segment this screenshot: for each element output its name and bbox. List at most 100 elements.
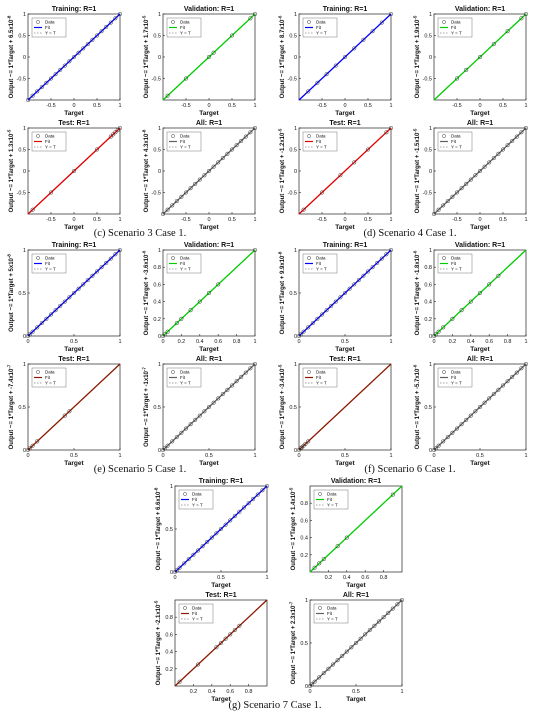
data-point xyxy=(390,606,395,611)
x-tick-label: 0.5 xyxy=(93,103,101,109)
data-point xyxy=(301,207,306,212)
legend-box xyxy=(31,253,67,274)
x-tick-label: 1 xyxy=(389,217,392,223)
y-axis-label: Output ~= 1*Target + -1.8x10-6 xyxy=(413,250,422,335)
x-tick-label: 0.8 xyxy=(233,339,241,345)
x-tick-label: 0 xyxy=(343,217,346,223)
legend-ident-label: Y = T xyxy=(192,503,203,508)
data-point xyxy=(335,658,340,663)
x-axis-label: Target xyxy=(335,346,355,353)
chart-panel-e-training: 0 0.5 1 0 0.5 1 Training: R=1 Target Output ~= 1… xyxy=(7,242,123,353)
legend-data-label: Data xyxy=(451,256,461,261)
y-tick-label: -0.5 xyxy=(288,77,297,83)
x-axis-label: Target xyxy=(199,224,219,231)
data-point xyxy=(174,321,179,326)
legend-data-label: Data xyxy=(180,256,190,261)
x-tick-label: 0 xyxy=(173,575,176,581)
x-tick-label: 0.5 xyxy=(364,217,372,223)
data-point xyxy=(234,379,239,384)
data-point xyxy=(27,332,32,337)
x-axis-label: Target xyxy=(64,460,84,467)
data-point xyxy=(243,370,248,375)
chart-panel-f-training: 0 0.5 1 0 0.5 1 Training: R=1 Target Output ~= 1… xyxy=(278,242,394,353)
data-point xyxy=(81,46,86,51)
chart-panel-g-training: 0 0.5 1 0 0.5 1 Training: R=1 Target Output ~= 1… xyxy=(154,478,270,589)
data-point xyxy=(312,565,317,570)
x-tick-label: 0 xyxy=(432,453,435,459)
data-point xyxy=(340,653,345,658)
legend-data-label: Data xyxy=(45,134,55,139)
y-tick-label: 1 xyxy=(23,12,26,18)
y-tick-label: 0.8 xyxy=(300,501,308,507)
data-point xyxy=(477,168,483,174)
data-point xyxy=(356,278,361,283)
data-point xyxy=(191,552,196,557)
y-tick-label: 0.5 xyxy=(18,34,26,40)
fit-line xyxy=(27,363,121,451)
legend-data-marker xyxy=(171,256,175,260)
y-tick-label: 0.5 xyxy=(153,405,161,411)
data-point xyxy=(174,568,179,573)
chart-title: Validation: R=1 xyxy=(455,6,505,13)
data-point xyxy=(165,329,170,334)
data-point xyxy=(202,173,207,178)
data-point xyxy=(229,33,235,38)
data-point xyxy=(186,557,191,562)
data-point xyxy=(67,295,72,300)
chart-title: Test: R=1 xyxy=(58,356,89,363)
data-point xyxy=(510,374,515,379)
y-tick-label: 0.4 xyxy=(153,300,161,306)
data-point xyxy=(335,544,340,549)
x-tick-label: 0 xyxy=(161,453,164,459)
fit-line xyxy=(433,363,527,451)
y-axis-label: Output ~= 1*Target + 6.5x10-8 xyxy=(7,15,16,98)
data-point xyxy=(523,361,529,367)
data-point xyxy=(306,439,311,444)
legend-ident-label: Y = T xyxy=(180,381,191,386)
data-point xyxy=(202,409,207,414)
data-point xyxy=(473,173,478,178)
legend-data-marker xyxy=(183,606,187,610)
data-point xyxy=(225,151,230,156)
x-tick-label: 0.6 xyxy=(485,339,493,345)
x-tick-label: 1 xyxy=(524,339,527,345)
data-point xyxy=(326,666,331,671)
y-tick-label: 0.5 xyxy=(289,34,297,40)
x-tick-label: 1 xyxy=(524,103,527,109)
y-tick-label: 0.2 xyxy=(165,667,173,673)
data-point xyxy=(53,72,58,77)
data-point xyxy=(90,273,95,278)
legend-data-label: Data xyxy=(45,20,55,25)
data-point xyxy=(206,290,212,296)
data-point xyxy=(510,138,515,143)
data-point xyxy=(211,400,216,405)
y-tick-label: 0.5 xyxy=(424,34,432,40)
x-tick-label: 0 xyxy=(207,103,210,109)
data-point xyxy=(252,361,258,367)
data-point xyxy=(500,147,506,152)
data-point xyxy=(58,303,63,308)
data-point xyxy=(99,29,104,34)
data-point xyxy=(298,446,303,451)
legend-data-label: Data xyxy=(192,492,202,497)
data-point xyxy=(338,295,343,300)
x-tick-label: 0.4 xyxy=(208,689,216,695)
legend-data-marker xyxy=(171,134,175,138)
y-axis-label: Output ~= 1*Target + 1.9x10-5 xyxy=(413,15,422,98)
x-tick-label: 0 xyxy=(161,339,164,345)
x-axis-label: Target xyxy=(199,346,219,353)
y-tick-label: 0 xyxy=(294,169,297,175)
y-tick-label: 0 xyxy=(429,448,432,454)
legend-data-label: Data xyxy=(316,370,326,375)
x-tick-label: -0.5 xyxy=(452,103,461,109)
chart-panel-d-validation: -0.5 0 0.5 1 -0.5 0 0.5 1 Validation: R=1 Target O… xyxy=(413,6,529,117)
data-point xyxy=(329,303,334,308)
data-point xyxy=(211,164,216,169)
data-point xyxy=(113,130,118,135)
data-point xyxy=(496,151,501,156)
fit-line xyxy=(174,485,268,573)
x-axis-label: Target xyxy=(335,224,355,231)
